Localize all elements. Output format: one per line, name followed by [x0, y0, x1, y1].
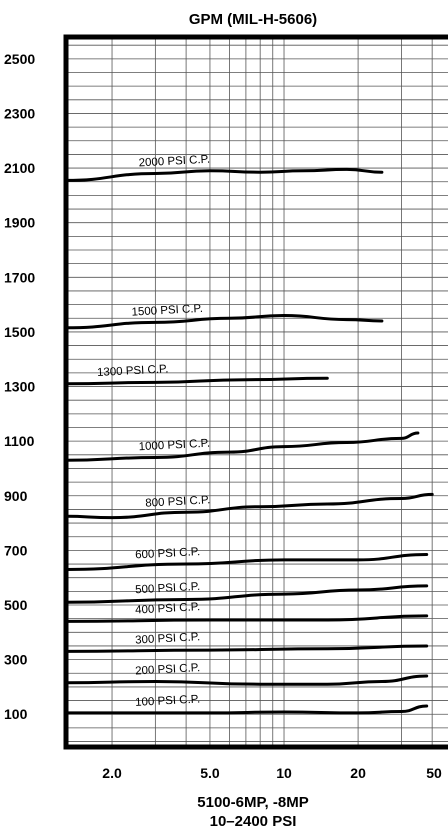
chart-grid	[66, 37, 448, 747]
series-line	[64, 674, 429, 686]
x-tick-label: 50	[426, 765, 442, 781]
series-line	[64, 376, 329, 386]
series-line	[64, 614, 429, 623]
y-axis-ticks: 100 300 500 700 900 1100 1300 1500 1700 1900 2100 2…	[4, 51, 35, 722]
series-label: 1500 PSI C.P.	[131, 303, 203, 319]
series-label: 1300 PSI C.P.	[97, 363, 169, 379]
y-tick-label: 1300	[4, 379, 35, 395]
series-label: 200 PSI C.P.	[135, 662, 201, 677]
series-label: 600 PSI C.P.	[135, 546, 201, 561]
y-tick-label: 1700	[4, 269, 35, 285]
y-tick-label: 500	[4, 597, 28, 613]
y-tick-label: 1500	[4, 324, 35, 340]
series-labels: 2000 PSI C.P. 1500 PSI C.P. 1300 PSI C.P. 1…	[97, 154, 211, 709]
x-tick-label: 5.0	[200, 765, 220, 781]
chart-title: GPM (MIL-H-5606)	[189, 11, 317, 28]
chart-subtitle: 10–2400 PSI	[210, 813, 297, 830]
series-line	[64, 431, 420, 462]
series-line	[64, 313, 384, 330]
series-label: 1000 PSI C.P.	[138, 438, 210, 454]
y-tick-label: 900	[4, 488, 28, 504]
x-tick-label: 2.0	[102, 765, 122, 781]
y-tick-label: 1100	[4, 433, 35, 449]
y-tick-label: 2500	[4, 51, 35, 67]
y-tick-label: 700	[4, 542, 28, 558]
series-line	[64, 492, 434, 520]
series-label: 800 PSI C.P.	[145, 494, 211, 509]
series-line	[64, 553, 429, 571]
series-lines	[64, 167, 434, 715]
series-line	[64, 167, 384, 182]
y-tick-label: 300	[4, 652, 28, 668]
plot-frame	[63, 34, 448, 750]
series-label: 2000 PSI C.P.	[138, 154, 210, 170]
y-tick-label: 1900	[4, 215, 35, 231]
x-axis-label: 5100-6MP, -8MP	[197, 794, 308, 811]
series-line	[64, 644, 429, 653]
x-axis-ticks: 2.0 5.0 10 20 50	[102, 765, 442, 781]
y-tick-label: 2300	[4, 105, 35, 121]
x-tick-label: 20	[350, 765, 366, 781]
y-tick-label: 100	[4, 706, 28, 722]
series-label: 300 PSI C.P.	[135, 631, 201, 646]
series-label: 500 PSI C.P.	[135, 581, 201, 596]
series-line	[64, 584, 429, 604]
series-label: 100 PSI C.P.	[135, 693, 201, 708]
y-tick-label: 2100	[4, 160, 35, 176]
series-label: 400 PSI C.P.	[135, 601, 201, 616]
x-tick-label: 10	[276, 765, 292, 781]
series-line	[64, 704, 429, 715]
